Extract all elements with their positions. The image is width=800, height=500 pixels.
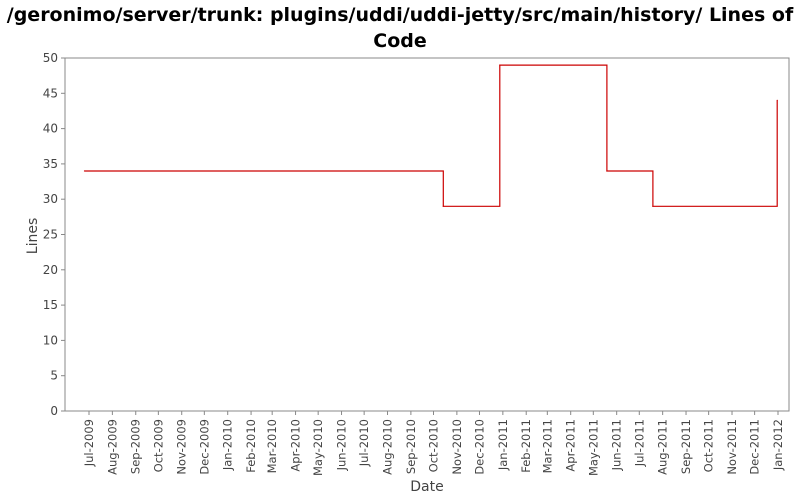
y-tick-label: 40 <box>43 122 58 136</box>
x-tick-label: Nov-2011 <box>725 419 739 475</box>
x-tick-label: Aug-2010 <box>381 419 395 475</box>
x-tick-label: Oct-2010 <box>427 419 441 472</box>
y-tick-label: 35 <box>43 157 58 171</box>
x-tick-label: Aug-2009 <box>105 419 119 475</box>
y-axis-ticks: 0 5 10 15 20 25 30 35 40 45 50 <box>43 51 65 418</box>
x-tick-label: Mar-2010 <box>265 419 279 473</box>
data-point <box>776 99 778 101</box>
data-point <box>606 170 608 172</box>
y-tick-label: 5 <box>50 369 58 383</box>
x-tick-label: Aug-2011 <box>656 419 670 475</box>
x-tick-label: Oct-2009 <box>151 419 165 472</box>
x-tick-label: Nov-2010 <box>450 419 464 475</box>
series-line <box>84 64 778 207</box>
chart-title: /geronimo/server/trunk: plugins/uddi/udd… <box>6 4 794 52</box>
x-tick-label: Jun-2010 <box>335 419 349 471</box>
x-tick-label: May-2011 <box>586 419 600 476</box>
x-axis-ticks: Jul-2009 Aug-2009 Sep-2009 Oct-2009 Nov-2009… <box>82 411 785 476</box>
x-tick-label: Sep-2009 <box>129 419 143 474</box>
x-tick-label: Sep-2011 <box>679 419 693 474</box>
y-axis-label: Lines <box>25 218 41 254</box>
x-tick-label: Mar-2011 <box>540 419 554 473</box>
data-point <box>442 205 444 207</box>
x-tick-label: May-2010 <box>311 419 325 476</box>
y-tick-label: 45 <box>43 86 58 100</box>
data-point <box>83 170 86 172</box>
x-tick-label: Feb-2010 <box>244 419 258 473</box>
x-tick-label: Oct-2011 <box>702 419 716 472</box>
x-tick-label: Jan-2011 <box>496 419 510 471</box>
y-tick-label: 10 <box>43 333 58 347</box>
x-tick-label: Dec-2011 <box>748 419 762 475</box>
x-tick-label: Dec-2009 <box>197 419 211 475</box>
y-tick-label: 30 <box>43 192 58 206</box>
y-tick-label: 25 <box>43 228 58 242</box>
x-tick-label: Jan-2010 <box>221 419 235 471</box>
plot-area <box>64 57 790 412</box>
y-tick-label: 15 <box>43 298 58 312</box>
x-tick-label: Jul-2011 <box>632 419 646 467</box>
series-layer <box>83 64 778 207</box>
x-tick-label: Jun-2011 <box>610 419 624 471</box>
data-point <box>499 64 501 66</box>
y-tick-label: 0 <box>50 404 58 418</box>
x-tick-label: Apr-2010 <box>289 419 303 472</box>
x-tick-label: Feb-2011 <box>519 419 533 473</box>
x-tick-label: Dec-2010 <box>472 419 486 475</box>
x-tick-label: Apr-2011 <box>564 419 578 472</box>
data-point <box>652 205 654 207</box>
y-tick-label: 50 <box>43 51 58 65</box>
x-tick-label: Nov-2009 <box>175 419 189 475</box>
x-tick-label: Sep-2010 <box>404 419 418 474</box>
x-tick-label: Jul-2010 <box>357 419 371 467</box>
y-tick-label: 20 <box>43 263 58 277</box>
x-tick-label: Jan-2012 <box>771 419 785 471</box>
x-tick-label: Jul-2009 <box>82 419 96 467</box>
x-axis-label: Date <box>410 479 443 495</box>
